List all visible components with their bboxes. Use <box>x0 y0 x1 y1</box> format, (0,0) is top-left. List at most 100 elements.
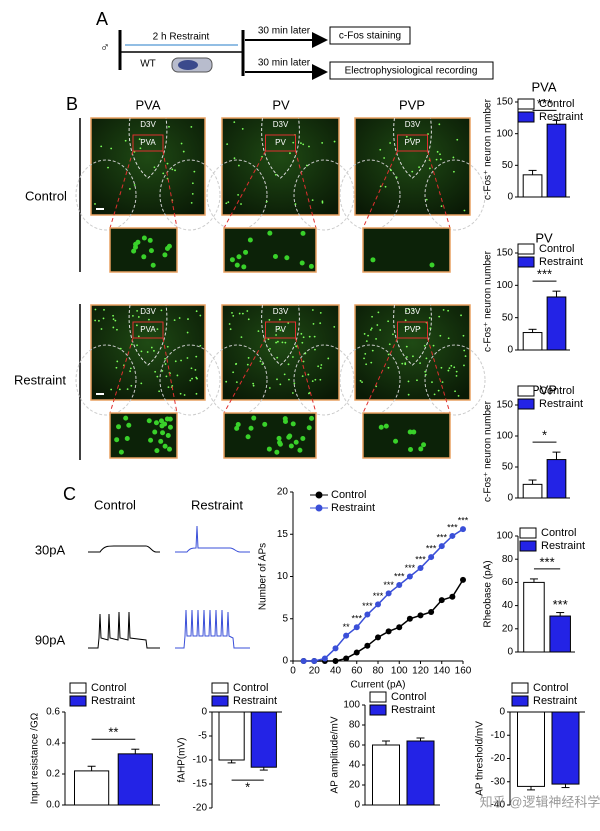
cell <box>126 422 132 428</box>
y-tick-label: -10 <box>491 730 506 741</box>
group-title: Control <box>94 497 136 512</box>
legend-swatch <box>519 527 537 539</box>
y-tick-label: 20 <box>277 487 289 498</box>
point <box>396 581 403 588</box>
y-tick-label: 150 <box>496 400 513 411</box>
cell <box>241 128 244 130</box>
cell <box>431 381 433 384</box>
y-tick-label: 0 <box>282 656 288 667</box>
cell <box>235 381 238 384</box>
cell <box>307 373 310 376</box>
roi <box>132 321 164 339</box>
cell <box>405 310 407 312</box>
cell <box>129 370 132 373</box>
cell <box>178 317 181 319</box>
cell <box>141 254 147 260</box>
region-label: PVA <box>140 138 156 147</box>
significance: *** <box>537 267 552 282</box>
cell <box>166 243 172 249</box>
cell <box>225 380 228 383</box>
row-label: Control <box>25 188 67 203</box>
cell <box>425 357 428 360</box>
cell <box>365 363 368 366</box>
cell <box>305 164 308 167</box>
cell <box>406 356 408 358</box>
cell <box>100 328 103 330</box>
cell <box>233 157 236 160</box>
y-tick-label: -15 <box>193 779 208 790</box>
cell <box>168 125 170 128</box>
cell <box>312 322 315 325</box>
y-axis-label: AP threshold/mV <box>475 721 486 796</box>
cell <box>281 341 284 344</box>
voltage-trace <box>175 609 250 649</box>
cell <box>370 361 373 364</box>
cell <box>294 203 297 205</box>
y-axis-label: Rheobase (pA) <box>483 560 494 627</box>
point <box>375 634 381 641</box>
x-tick-label: 120 <box>412 666 429 677</box>
point <box>460 526 466 533</box>
region-outline <box>293 159 355 231</box>
cell <box>300 332 303 335</box>
cell <box>277 327 280 330</box>
cell <box>309 415 315 421</box>
y-tick-label: -30 <box>491 776 506 787</box>
cell <box>276 356 279 359</box>
cell <box>227 201 230 204</box>
column-title: PV <box>272 97 290 112</box>
y-tick-label: 0 <box>507 647 513 658</box>
y-tick-label: 60 <box>349 740 361 751</box>
cell <box>438 123 441 126</box>
cell <box>156 328 159 331</box>
cell <box>416 379 418 382</box>
cell <box>314 348 316 351</box>
cell <box>153 420 159 426</box>
cell <box>460 314 462 317</box>
cell <box>379 148 382 151</box>
cell <box>148 437 154 443</box>
cell <box>284 255 290 261</box>
cell <box>319 311 322 314</box>
legend-swatch <box>511 695 529 707</box>
point <box>364 611 371 618</box>
cell <box>229 328 232 331</box>
legend-swatch <box>517 385 535 397</box>
cell <box>240 203 242 205</box>
cell <box>302 336 305 339</box>
cell <box>319 378 322 381</box>
cell <box>383 423 389 429</box>
cell <box>246 363 249 366</box>
cell <box>395 176 398 179</box>
bar <box>546 296 567 351</box>
cell <box>235 363 237 366</box>
bar <box>546 123 567 198</box>
cell <box>321 200 324 203</box>
cell <box>409 137 412 140</box>
y-tick-label: 80 <box>502 554 514 565</box>
point <box>385 628 392 635</box>
region-label: PVP <box>404 138 420 147</box>
ventricle-label: D3V <box>273 307 289 316</box>
legend-label: Restraint <box>91 695 135 707</box>
point <box>417 612 424 619</box>
cell <box>379 185 382 188</box>
cell <box>234 425 240 431</box>
cell <box>404 326 407 329</box>
cell <box>228 323 231 325</box>
cell <box>182 150 185 153</box>
cell <box>190 367 193 370</box>
significance: ** <box>343 622 351 632</box>
series-line <box>303 579 464 662</box>
y-tick-label: -40 <box>491 800 506 811</box>
cell <box>166 345 169 348</box>
cell <box>146 351 149 353</box>
cell <box>287 433 293 439</box>
y-axis-label: AP amplitude/mV <box>330 716 341 793</box>
panel-label: A <box>96 9 108 29</box>
cell <box>306 425 312 431</box>
cell <box>276 435 282 441</box>
point <box>406 573 413 580</box>
